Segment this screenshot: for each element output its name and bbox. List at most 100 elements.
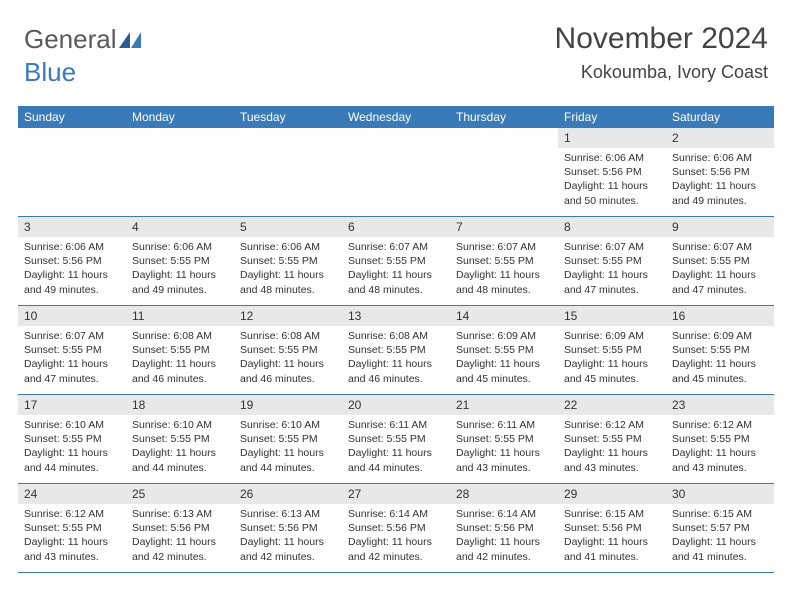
calendar-day-cell: 21Sunrise: 6:11 AMSunset: 5:55 PMDayligh… xyxy=(450,395,558,483)
brand-logo: General Blue xyxy=(24,24,141,88)
calendar-day-cell xyxy=(450,128,558,216)
sunrise-text: Sunrise: 6:08 AM xyxy=(132,329,228,343)
day-details: Sunrise: 6:10 AMSunset: 5:55 PMDaylight:… xyxy=(126,415,234,481)
day-number: 10 xyxy=(18,306,126,326)
calendar-day-cell: 28Sunrise: 6:14 AMSunset: 5:56 PMDayligh… xyxy=(450,484,558,572)
day-number: 6 xyxy=(342,217,450,237)
daylight-text: Daylight: 11 hours and 43 minutes. xyxy=(456,446,552,474)
sunset-text: Sunset: 5:55 PM xyxy=(348,254,444,268)
calendar-day-cell: 15Sunrise: 6:09 AMSunset: 5:55 PMDayligh… xyxy=(558,306,666,394)
calendar-week-row: 24Sunrise: 6:12 AMSunset: 5:55 PMDayligh… xyxy=(18,484,774,573)
day-details: Sunrise: 6:06 AMSunset: 5:55 PMDaylight:… xyxy=(126,237,234,303)
day-number: 4 xyxy=(126,217,234,237)
sunset-text: Sunset: 5:55 PM xyxy=(456,432,552,446)
sunrise-text: Sunrise: 6:07 AM xyxy=(672,240,768,254)
sunset-text: Sunset: 5:55 PM xyxy=(672,254,768,268)
day-details: Sunrise: 6:14 AMSunset: 5:56 PMDaylight:… xyxy=(342,504,450,570)
daylight-text: Daylight: 11 hours and 47 minutes. xyxy=(24,357,120,385)
daylight-text: Daylight: 11 hours and 42 minutes. xyxy=(456,535,552,563)
sunset-text: Sunset: 5:56 PM xyxy=(564,165,660,179)
sunrise-text: Sunrise: 6:15 AM xyxy=(564,507,660,521)
sunset-text: Sunset: 5:55 PM xyxy=(240,432,336,446)
sunrise-text: Sunrise: 6:12 AM xyxy=(672,418,768,432)
daylight-text: Daylight: 11 hours and 41 minutes. xyxy=(564,535,660,563)
day-number: 7 xyxy=(450,217,558,237)
day-details: Sunrise: 6:08 AMSunset: 5:55 PMDaylight:… xyxy=(234,326,342,392)
daylight-text: Daylight: 11 hours and 42 minutes. xyxy=(240,535,336,563)
day-number: 11 xyxy=(126,306,234,326)
sunrise-text: Sunrise: 6:10 AM xyxy=(132,418,228,432)
calendar-day-cell: 13Sunrise: 6:08 AMSunset: 5:55 PMDayligh… xyxy=(342,306,450,394)
day-details: Sunrise: 6:11 AMSunset: 5:55 PMDaylight:… xyxy=(342,415,450,481)
calendar-day-cell: 1Sunrise: 6:06 AMSunset: 5:56 PMDaylight… xyxy=(558,128,666,216)
day-number: 17 xyxy=(18,395,126,415)
sunrise-text: Sunrise: 6:10 AM xyxy=(24,418,120,432)
day-number: 21 xyxy=(450,395,558,415)
calendar-day-cell: 16Sunrise: 6:09 AMSunset: 5:55 PMDayligh… xyxy=(666,306,774,394)
daylight-text: Daylight: 11 hours and 44 minutes. xyxy=(132,446,228,474)
sunrise-text: Sunrise: 6:12 AM xyxy=(564,418,660,432)
day-number: 19 xyxy=(234,395,342,415)
sunset-text: Sunset: 5:57 PM xyxy=(672,521,768,535)
calendar-week-row: 3 Sunrise: 6:06 AM Sunset: 5:56 PM Daylight… xyxy=(18,217,774,306)
day-details: Sunrise: 6:12 AMSunset: 5:55 PMDaylight:… xyxy=(18,504,126,570)
daylight-text: Daylight: 11 hours and 49 minutes. xyxy=(672,179,768,207)
day-number: 22 xyxy=(558,395,666,415)
day-details: Sunrise: 6:15 AMSunset: 5:56 PMDaylight:… xyxy=(558,504,666,570)
month-title: November 2024 xyxy=(555,22,768,56)
sunset-text: Sunset: 5:55 PM xyxy=(24,521,120,535)
sunrise-text: Sunrise: 6:08 AM xyxy=(348,329,444,343)
day-number: 12 xyxy=(234,306,342,326)
day-number: 29 xyxy=(558,484,666,504)
sunset-text: Sunset: 5:56 PM xyxy=(456,521,552,535)
calendar-day-cell: 30Sunrise: 6:15 AMSunset: 5:57 PMDayligh… xyxy=(666,484,774,572)
sunrise-text: Sunrise: 6:06 AM xyxy=(132,240,228,254)
sunrise-text: Sunrise: 6:07 AM xyxy=(348,240,444,254)
daylight-text: Daylight: 11 hours and 48 minutes. xyxy=(456,268,552,296)
day-number: 1 xyxy=(558,128,666,148)
sunset-text: Sunset: 5:55 PM xyxy=(240,343,336,357)
day-number: 25 xyxy=(126,484,234,504)
day-number: 8 xyxy=(558,217,666,237)
day-number: 3 xyxy=(18,217,126,237)
calendar-day-cell: 7 Sunrise: 6:07 AMSunset: 5:55 PMDaylight… xyxy=(450,217,558,305)
day-details: Sunrise: 6:07 AMSunset: 5:55 PMDaylight:… xyxy=(666,237,774,303)
sunset-text: Sunset: 5:55 PM xyxy=(672,343,768,357)
calendar-week-row: 1Sunrise: 6:06 AMSunset: 5:56 PMDaylight… xyxy=(18,128,774,217)
weekday-header: Sunday xyxy=(18,106,126,128)
calendar-day-cell xyxy=(234,128,342,216)
sunrise-text: Sunrise: 6:09 AM xyxy=(456,329,552,343)
day-number: 30 xyxy=(666,484,774,504)
weekday-header: Monday xyxy=(126,106,234,128)
calendar-week-row: 10Sunrise: 6:07 AMSunset: 5:55 PMDayligh… xyxy=(18,306,774,395)
daylight-text: Daylight: 11 hours and 46 minutes. xyxy=(240,357,336,385)
sunset-text: Sunset: 5:56 PM xyxy=(24,254,120,268)
sunrise-text: Sunrise: 6:06 AM xyxy=(240,240,336,254)
brand-text-2: Blue xyxy=(24,57,76,87)
sunset-text: Sunset: 5:55 PM xyxy=(240,254,336,268)
weekday-header-row: Sunday Monday Tuesday Wednesday Thursday… xyxy=(18,106,774,128)
daylight-text: Daylight: 11 hours and 42 minutes. xyxy=(348,535,444,563)
sunset-text: Sunset: 5:55 PM xyxy=(564,432,660,446)
daylight-text: Daylight: 11 hours and 50 minutes. xyxy=(564,179,660,207)
sunset-text: Sunset: 5:55 PM xyxy=(456,343,552,357)
day-number: 26 xyxy=(234,484,342,504)
calendar-day-cell: 17Sunrise: 6:10 AMSunset: 5:55 PMDayligh… xyxy=(18,395,126,483)
day-details: Sunrise: 6:13 AMSunset: 5:56 PMDaylight:… xyxy=(234,504,342,570)
day-number: 14 xyxy=(450,306,558,326)
calendar-day-cell: 26Sunrise: 6:13 AMSunset: 5:56 PMDayligh… xyxy=(234,484,342,572)
location-name: Kokoumba, Ivory Coast xyxy=(555,62,768,83)
daylight-text: Daylight: 11 hours and 45 minutes. xyxy=(564,357,660,385)
day-number: 13 xyxy=(342,306,450,326)
sunrise-text: Sunrise: 6:07 AM xyxy=(456,240,552,254)
day-details: Sunrise: 6:10 AMSunset: 5:55 PMDaylight:… xyxy=(18,415,126,481)
day-details: Sunrise: 6:09 AMSunset: 5:55 PMDaylight:… xyxy=(666,326,774,392)
calendar-day-cell: 9Sunrise: 6:07 AMSunset: 5:55 PMDaylight… xyxy=(666,217,774,305)
daylight-text: Daylight: 11 hours and 47 minutes. xyxy=(564,268,660,296)
calendar-day-cell: 24Sunrise: 6:12 AMSunset: 5:55 PMDayligh… xyxy=(18,484,126,572)
day-number: 28 xyxy=(450,484,558,504)
calendar-day-cell: 19Sunrise: 6:10 AMSunset: 5:55 PMDayligh… xyxy=(234,395,342,483)
calendar-day-cell: 23Sunrise: 6:12 AMSunset: 5:55 PMDayligh… xyxy=(666,395,774,483)
daylight-text: Daylight: 11 hours and 46 minutes. xyxy=(132,357,228,385)
sunset-text: Sunset: 5:55 PM xyxy=(456,254,552,268)
